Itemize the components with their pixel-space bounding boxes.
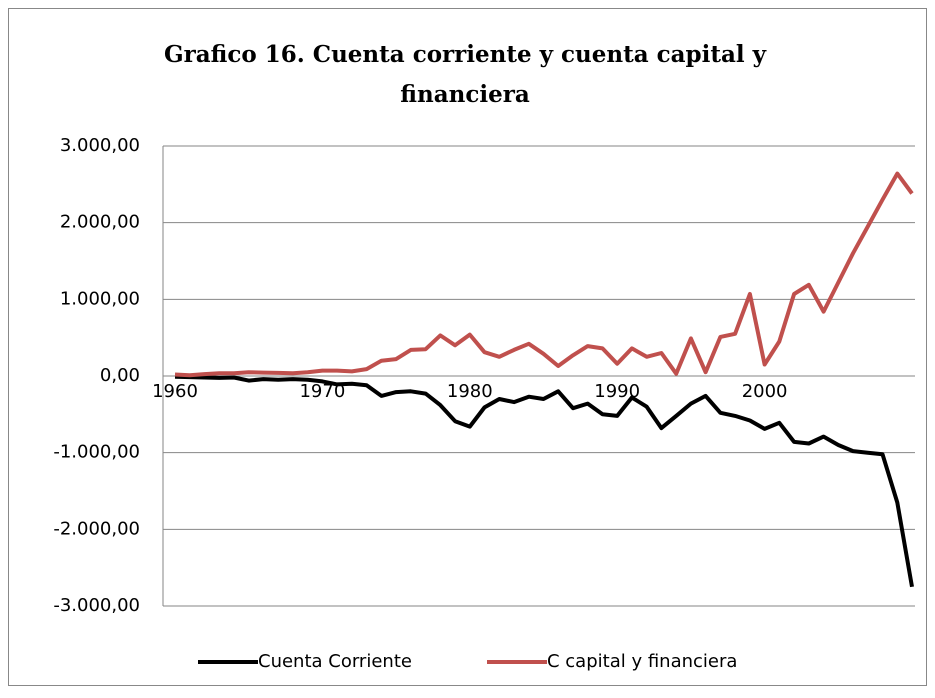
x-tick-label: 1970 — [299, 381, 345, 402]
y-tick-label: 3.000,00 — [60, 135, 140, 156]
chart-title: Grafico 16. Cuenta corriente y cuenta ca… — [164, 41, 767, 68]
line-series — [174, 374, 914, 588]
y-tick-label: -3.000,00 — [53, 595, 140, 616]
y-tick-label: 1.000,00 — [60, 288, 140, 309]
legend-label: C capital y financiera — [547, 651, 737, 672]
x-tick-label: 1960 — [152, 381, 198, 402]
chart-title: financiera — [400, 81, 530, 108]
y-tick-label: -1.000,00 — [53, 442, 140, 463]
legend-label: Cuenta Corriente — [258, 651, 412, 672]
y-tick-label: 0,00 — [100, 365, 140, 386]
chart-border — [8, 8, 927, 686]
y-tick-label: -2.000,00 — [53, 518, 140, 539]
x-tick-label: 1990 — [594, 381, 640, 402]
x-tick-label: 2000 — [742, 381, 788, 402]
y-tick-label: 2.000,00 — [60, 212, 140, 233]
x-tick-label: 1980 — [447, 381, 493, 402]
line-series — [174, 171, 914, 378]
